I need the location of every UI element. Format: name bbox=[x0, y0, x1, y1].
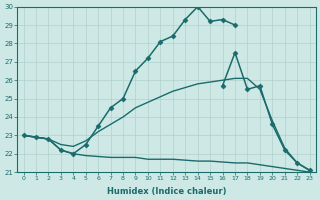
X-axis label: Humidex (Indice chaleur): Humidex (Indice chaleur) bbox=[107, 187, 226, 196]
